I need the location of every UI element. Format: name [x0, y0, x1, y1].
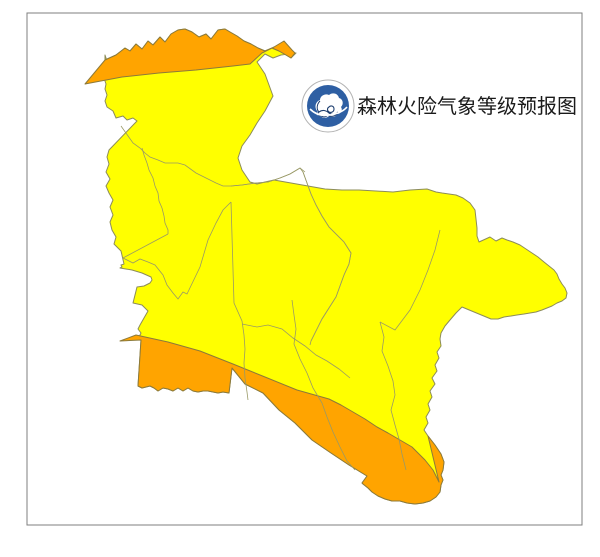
svg-text:森林火险气象等级预报图: 森林火险气象等级预报图 — [357, 95, 577, 118]
